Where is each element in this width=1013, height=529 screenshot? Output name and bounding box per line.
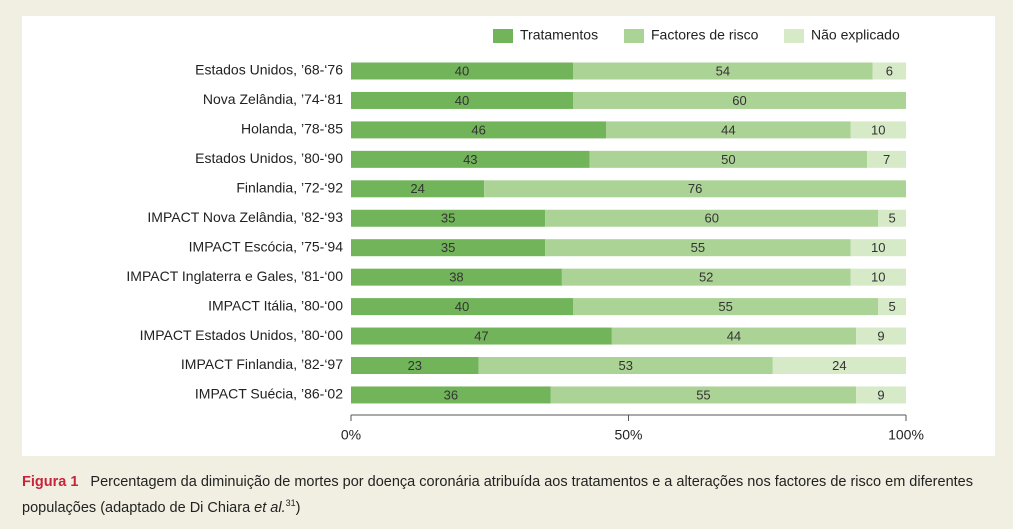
bar-segment <box>351 91 573 109</box>
bar-segment <box>484 180 906 198</box>
category-label: Finlandia, ’72-‘92 <box>236 180 343 196</box>
value-label: 38 <box>449 270 463 285</box>
value-label: 60 <box>705 211 719 226</box>
value-label: 55 <box>691 240 705 255</box>
value-label: 44 <box>727 328 741 343</box>
value-label: 53 <box>618 358 632 373</box>
bar-segment <box>606 121 851 139</box>
legend-swatch <box>784 29 804 43</box>
category-label: Holanda, ’78-‘85 <box>241 121 343 137</box>
caption-italic: et al. <box>254 499 286 516</box>
x-tick-label: 50% <box>614 427 642 443</box>
caption-end: ) <box>295 499 301 516</box>
bar-segment <box>878 298 906 316</box>
value-label: 43 <box>463 152 477 167</box>
legend-swatch <box>624 29 644 43</box>
bar-segment <box>550 386 857 404</box>
bar-segment <box>545 239 851 257</box>
bar-segment <box>351 180 485 198</box>
bar-segment <box>351 150 590 168</box>
bar-segment <box>856 386 906 404</box>
category-label: IMPACT Escócia, ’75-‘94 <box>189 238 344 254</box>
category-label: IMPACT Suécia, ’86-‘02 <box>195 386 343 402</box>
bar-segment <box>561 268 851 286</box>
bar-segment <box>351 386 551 404</box>
caption-ref: 31 <box>285 498 296 508</box>
value-label: 35 <box>441 240 455 255</box>
bar-segment <box>856 327 906 345</box>
value-label: 40 <box>455 299 469 314</box>
value-label: 9 <box>877 387 884 402</box>
value-label: 52 <box>699 270 713 285</box>
value-label: 54 <box>716 63 730 78</box>
bar-segment <box>878 209 906 227</box>
bar-segment <box>478 357 773 374</box>
bar-segment <box>772 357 906 374</box>
value-label: 24 <box>832 358 846 373</box>
value-label: 5 <box>889 211 896 226</box>
category-label: Estados Unidos, ’80-‘90 <box>195 150 343 166</box>
value-label: 10 <box>871 122 885 137</box>
x-tick-label: 0% <box>341 427 361 443</box>
legend-swatch <box>493 29 513 43</box>
legend-label: Não explicado <box>811 27 900 43</box>
category-label: IMPACT Estados Unidos, ’80-‘00 <box>140 327 344 343</box>
value-label: 47 <box>474 328 488 343</box>
category-label: IMPACT Finlandia, ’82-‘97 <box>181 356 343 372</box>
value-label: 76 <box>688 181 702 196</box>
value-label: 9 <box>877 328 884 343</box>
value-label: 60 <box>732 93 746 108</box>
bar-segment <box>611 327 857 345</box>
bar-segment <box>589 150 868 168</box>
value-label: 40 <box>455 63 469 78</box>
value-label: 6 <box>886 63 893 78</box>
bar-segment <box>351 357 479 374</box>
x-tick-label: 100% <box>888 427 924 443</box>
bar-segment <box>573 298 879 316</box>
legend-label: Factores de risco <box>651 27 759 43</box>
value-label: 10 <box>871 270 885 285</box>
category-label: IMPACT Nova Zelândia, ’82-‘93 <box>147 209 343 225</box>
bar-segment <box>351 298 573 316</box>
bar-segment <box>850 239 906 257</box>
category-label: Estados Unidos, ’68-‘76 <box>195 62 343 78</box>
bar-segment <box>867 150 906 168</box>
category-label: IMPACT Itália, ’80-‘00 <box>208 297 343 313</box>
value-label: 50 <box>721 152 735 167</box>
caption-label: Figura 1 <box>22 474 79 490</box>
bar-segment <box>351 209 546 227</box>
bar-segment <box>850 121 906 139</box>
bar-segment <box>573 62 873 80</box>
bar-segment <box>351 268 562 286</box>
value-label: 10 <box>871 240 885 255</box>
value-label: 24 <box>410 181 424 196</box>
bar-segment <box>545 209 879 227</box>
chart-background <box>22 16 995 456</box>
value-label: 35 <box>441 211 455 226</box>
caption: Figura 1 Percentagem da diminuição de mor… <box>22 472 1007 519</box>
category-label: Nova Zelândia, ’74-‘81 <box>203 91 343 107</box>
value-label: 40 <box>455 93 469 108</box>
caption-text: Percentagem da diminuição de mortes por … <box>22 474 973 516</box>
value-label: 44 <box>721 122 735 137</box>
value-label: 23 <box>408 358 422 373</box>
value-label: 36 <box>444 387 458 402</box>
bar-segment <box>351 327 612 345</box>
category-label: IMPACT Inglaterra e Gales, ’81-‘00 <box>126 268 343 284</box>
value-label: 5 <box>889 299 896 314</box>
value-label: 46 <box>471 122 485 137</box>
value-label: 7 <box>883 152 890 167</box>
bar-segment <box>872 62 906 80</box>
bar-segment <box>850 268 906 286</box>
bar-segment <box>351 239 546 257</box>
bar-segment <box>351 62 573 80</box>
value-label: 55 <box>718 299 732 314</box>
bar-segment <box>351 121 607 139</box>
value-label: 55 <box>696 387 710 402</box>
bar-segment <box>573 91 906 109</box>
legend-label: Tratamentos <box>520 27 598 43</box>
